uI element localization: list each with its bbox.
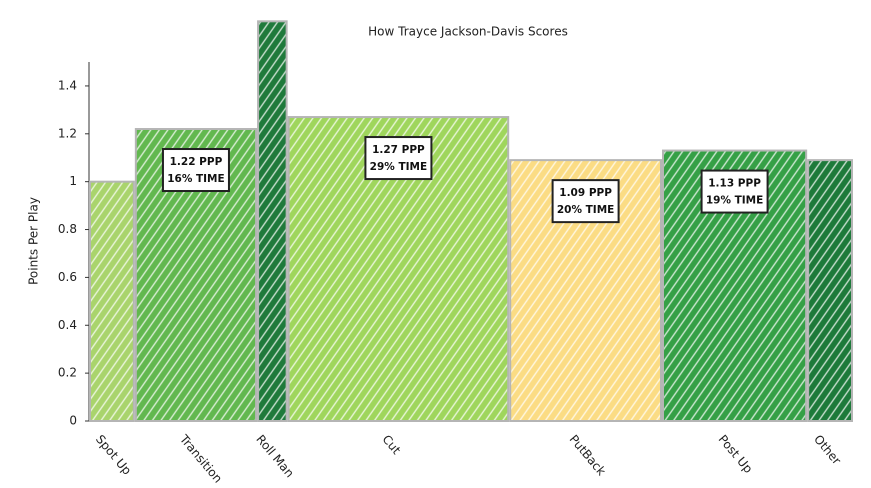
y-tick-label: 0.2 xyxy=(58,366,77,380)
x-tick-label: Post Up xyxy=(716,432,756,476)
bar xyxy=(257,20,288,423)
value-label: 1.13 PPP xyxy=(708,178,761,190)
y-tick-label: 0.8 xyxy=(58,222,77,236)
width-label: 20% TIME xyxy=(557,204,614,216)
chart-title: How Trayce Jackson-Davis Scores xyxy=(368,25,568,39)
width-label: 19% TIME xyxy=(706,195,763,207)
label-box xyxy=(551,179,620,224)
x-tick-label: Spot Up xyxy=(93,432,134,477)
y-tick-label: 0 xyxy=(69,414,77,428)
width-label: 16% TIME xyxy=(167,173,224,185)
x-tick-label: Transition xyxy=(176,431,225,485)
x-tick-label: Other xyxy=(811,432,844,467)
bar xyxy=(89,180,135,422)
x-tick-label: PutBack xyxy=(567,432,609,478)
value-label: 1.09 PPP xyxy=(559,187,612,199)
y-tick-label: 1 xyxy=(69,174,77,188)
y-tick-label: 1.4 xyxy=(58,78,77,92)
x-tick-label: Roll Man xyxy=(253,432,296,480)
y-tick-label: 0.4 xyxy=(58,318,77,332)
y-axis-label: Points Per Play xyxy=(27,197,41,285)
value-label: 1.22 PPP xyxy=(170,156,223,168)
x-tick-label: Cut xyxy=(379,432,403,457)
value-label: 1.27 PPP xyxy=(372,144,425,156)
label-box xyxy=(161,148,230,193)
width-label: 29% TIME xyxy=(370,161,427,173)
label-box xyxy=(700,169,769,214)
y-tick-label: 0.6 xyxy=(58,270,77,284)
y-tick-label: 1.2 xyxy=(58,126,77,140)
label-box xyxy=(364,136,433,181)
bar xyxy=(807,159,853,422)
